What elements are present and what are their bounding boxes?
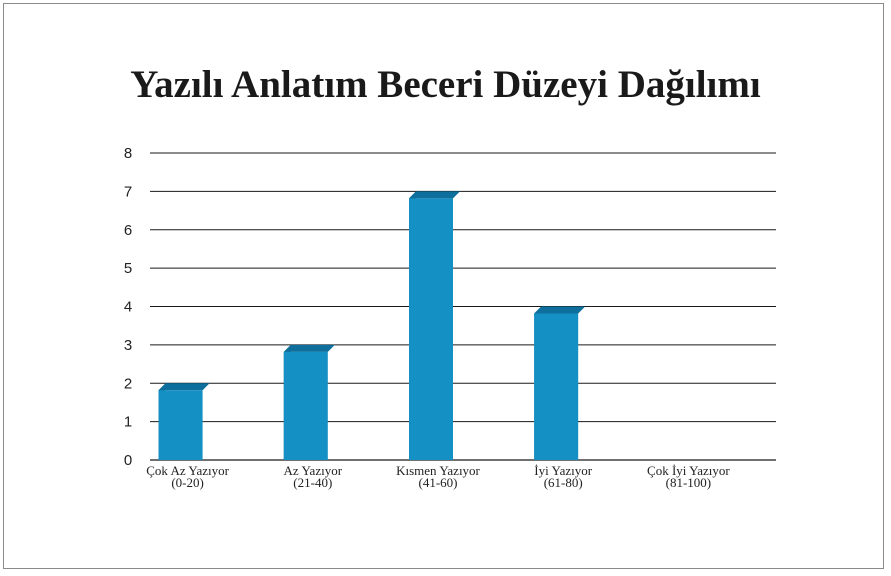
bar-front — [409, 198, 453, 460]
x-tick-label-line: Az Yazıyor — [284, 463, 343, 478]
bar-top — [158, 383, 210, 391]
x-tick-label: Çok İyi Yazıyor (81-100) — [647, 463, 730, 490]
bar-front — [158, 390, 203, 460]
y-tick-label: 3 — [124, 337, 132, 354]
bar-top — [409, 191, 460, 199]
x-tick-label: İyi Yazıyor (61-80) — [534, 463, 592, 490]
y-tick-label: 4 — [124, 299, 132, 316]
gridlines — [150, 152, 776, 461]
x-tick-label: Kısmen Yazıyor (41-60) — [396, 463, 480, 490]
y-tick-label: 1 — [124, 414, 132, 431]
y-tick-label: 0 — [124, 452, 132, 469]
x-tick-label-line: (0-20) — [171, 475, 204, 490]
x-tick-label-line: (81-100) — [666, 475, 712, 490]
x-tick-label: Çok Az Yazıyor (0-20) — [146, 463, 229, 490]
x-tick-label-line: (61-80) — [544, 475, 583, 490]
y-tick-label: 2 — [124, 375, 132, 392]
bar — [158, 383, 210, 460]
bar-top — [534, 306, 586, 314]
bar — [283, 344, 335, 460]
bar-top — [283, 344, 335, 352]
bar-front — [534, 313, 579, 460]
bar-front — [283, 351, 328, 460]
y-tick-label: 6 — [124, 222, 132, 239]
y-tick-label: 7 — [124, 183, 132, 200]
bar — [534, 306, 586, 460]
y-tick-label: 8 — [124, 145, 132, 162]
x-tick-label-line: Çok İyi Yazıyor — [647, 463, 730, 478]
bar — [409, 191, 460, 460]
x-tick-label: Az Yazıyor (21-40) — [284, 463, 343, 490]
x-tick-label-line: Çok Az Yazıyor — [146, 463, 229, 478]
x-tick-label-line: (21-40) — [293, 475, 332, 490]
x-tick-label-line: Kısmen Yazıyor — [396, 463, 480, 478]
x-tick-label-line: (41-60) — [419, 475, 458, 490]
bars — [158, 191, 586, 460]
chart-title: Yazılı Anlatım Beceri Düzeyi Dağılımı — [130, 63, 761, 106]
x-tick-label-line: İyi Yazıyor — [534, 463, 592, 478]
y-axis-ticks: 0 1 2 3 4 5 6 7 8 — [124, 145, 132, 469]
y-tick-label: 5 — [124, 260, 132, 277]
x-axis-labels: Çok Az Yazıyor (0-20) Az Yazıyor (21-40) Kıs… — [146, 463, 730, 490]
